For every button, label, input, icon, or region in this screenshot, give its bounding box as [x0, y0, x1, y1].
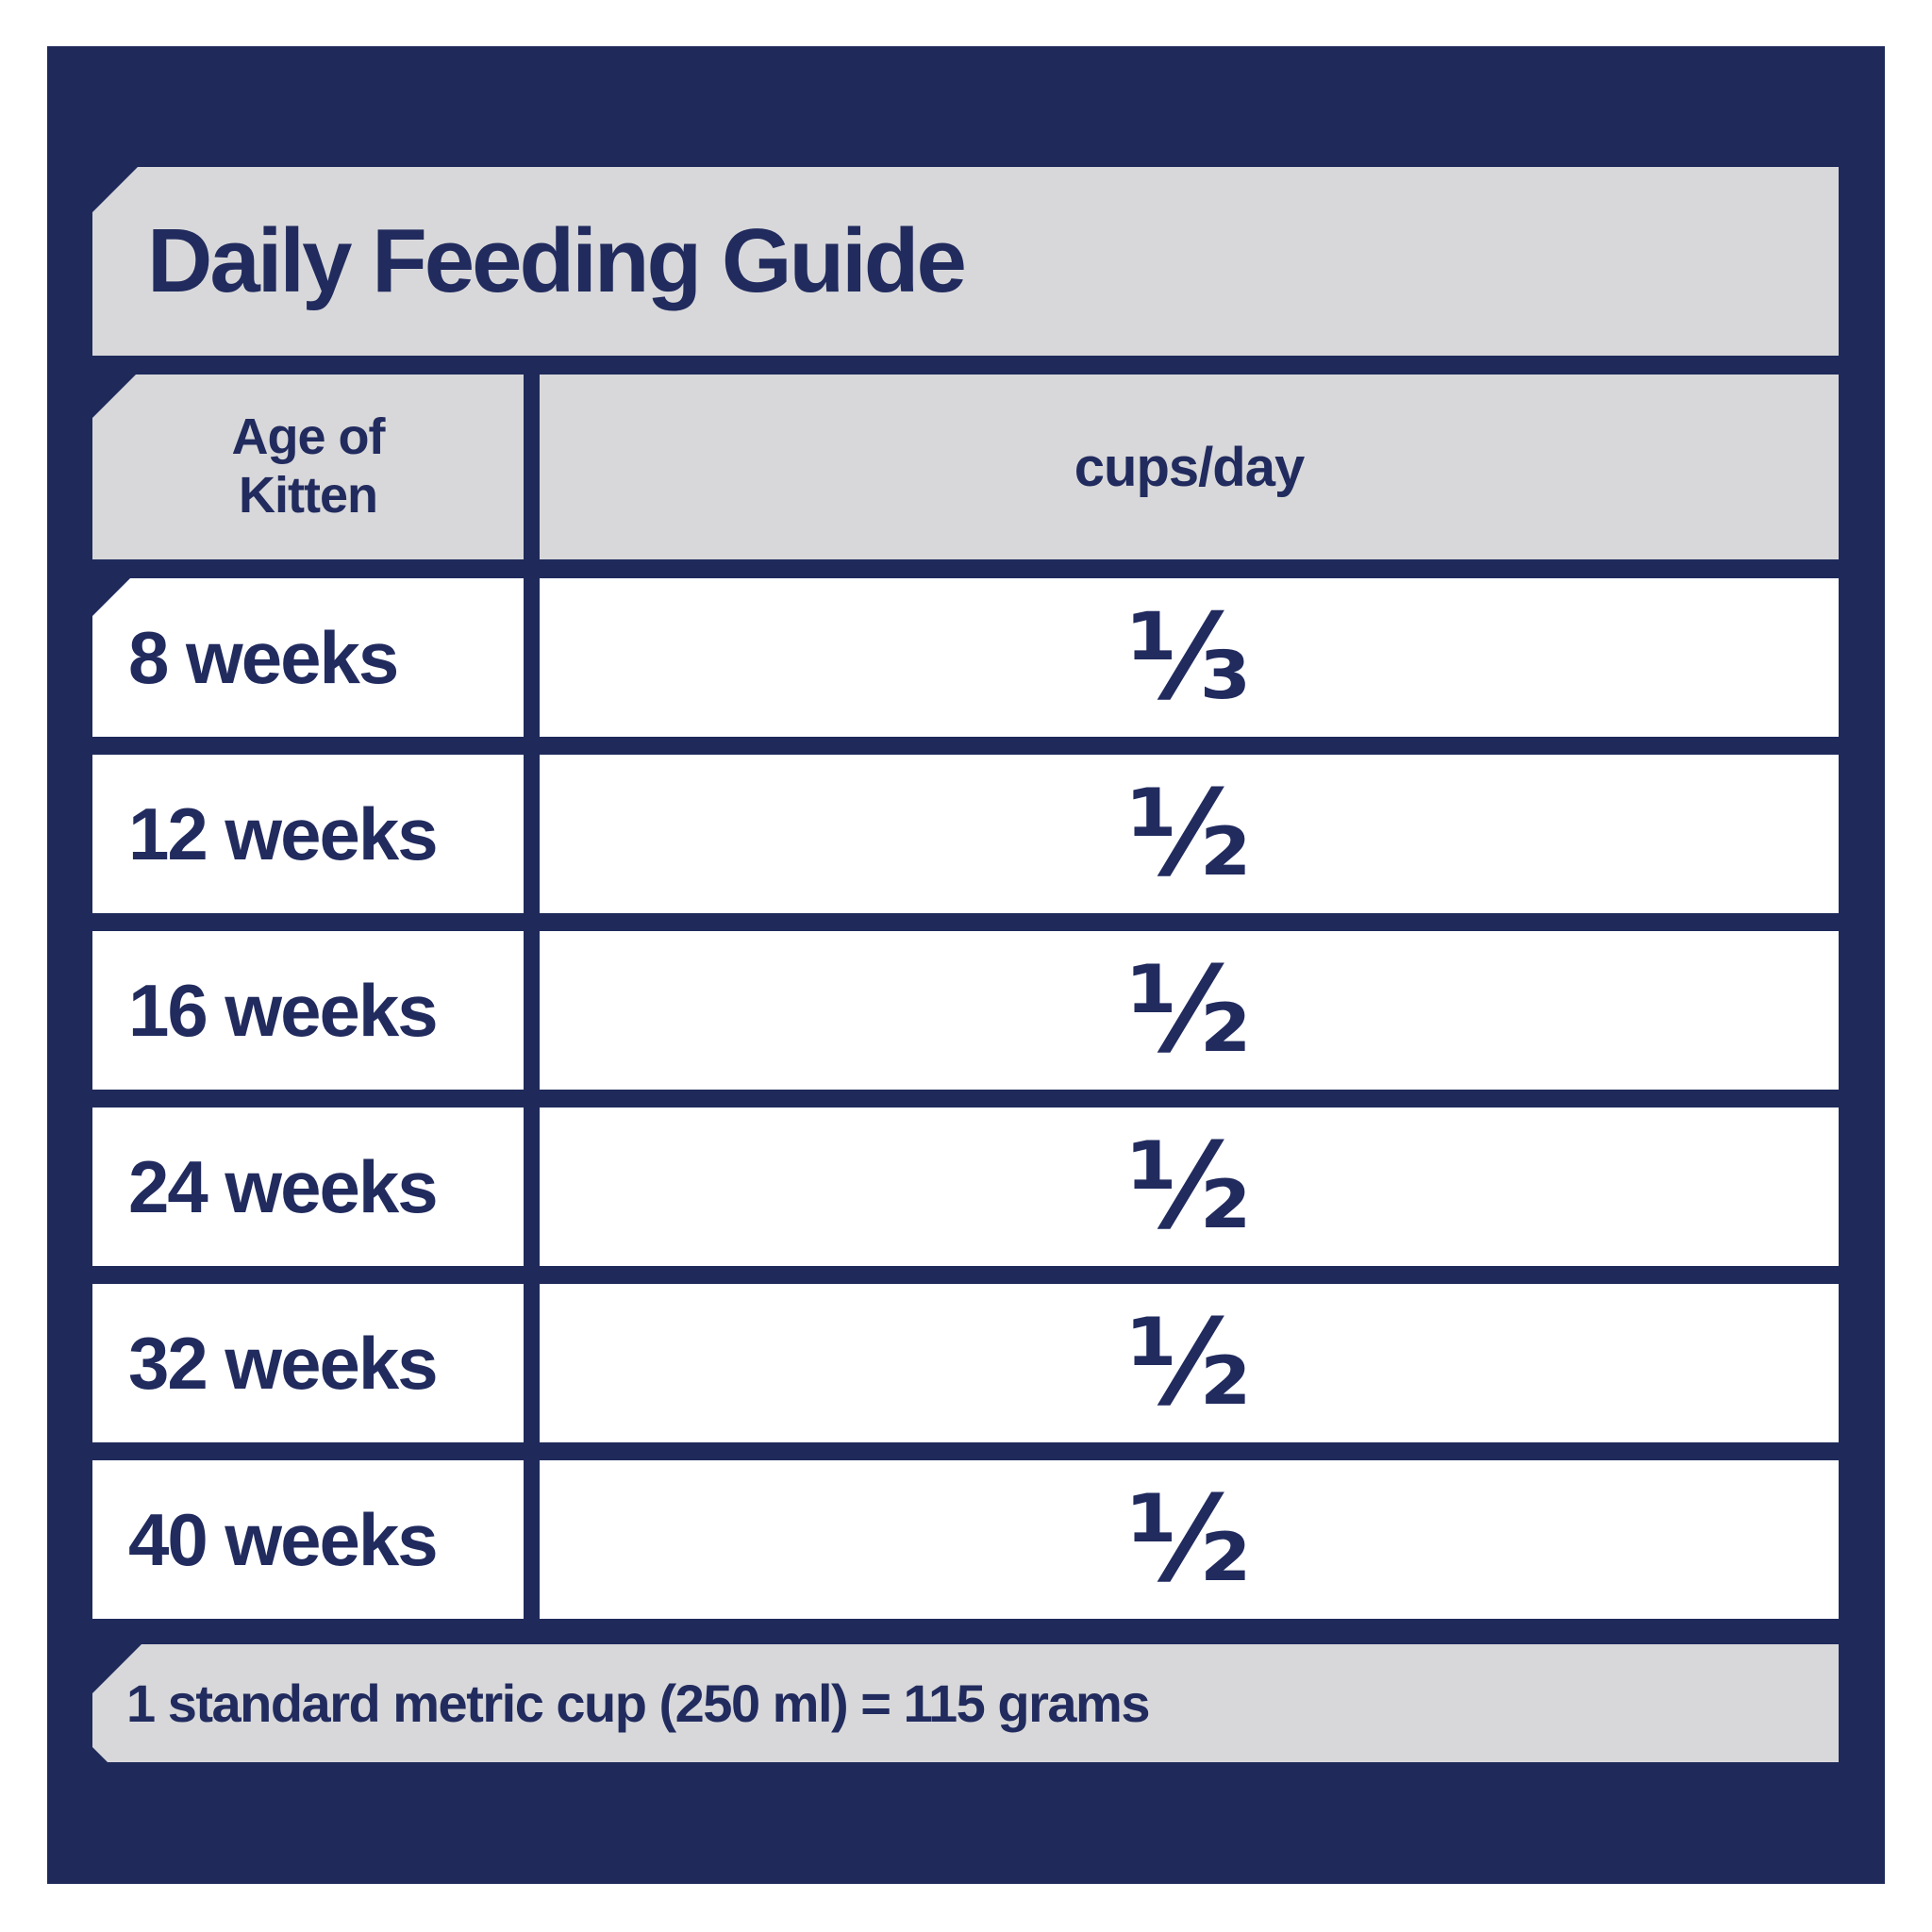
- title-banner: Daily Feeding Guide: [92, 167, 1839, 356]
- cups-cell: ½: [540, 755, 1839, 913]
- cups-value: ½: [1127, 1293, 1251, 1432]
- age-cell: 40 weeks: [92, 1460, 524, 1619]
- age-cell: 32 weeks: [92, 1284, 524, 1442]
- header-cell-age: Age of Kitten: [92, 375, 524, 559]
- age-value: 12 weeks: [128, 791, 439, 875]
- age-value: 24 weeks: [128, 1144, 439, 1228]
- age-cell: 12 weeks: [92, 755, 524, 913]
- header-label-cups: cups/day: [1074, 436, 1305, 498]
- table-row: 40 weeks ½: [92, 1460, 1839, 1619]
- cups-cell: ½: [540, 1284, 1839, 1442]
- table-row: 32 weeks ½: [92, 1284, 1839, 1442]
- footer-banner: 1 standard metric cup (250 ml) = 115 gra…: [92, 1644, 1839, 1762]
- cups-value: ½: [1127, 1470, 1251, 1608]
- table-row: 8 weeks ⅓: [92, 578, 1839, 737]
- age-value: 8 weeks: [128, 615, 399, 699]
- footer-note: 1 standard metric cup (250 ml) = 115 gra…: [126, 1674, 1149, 1733]
- header-cell-cups: cups/day: [540, 375, 1839, 559]
- cups-value: ½: [1127, 764, 1251, 903]
- age-cell: 24 weeks: [92, 1108, 524, 1266]
- cups-value: ½: [1127, 1117, 1251, 1256]
- table-row: 24 weeks ½: [92, 1108, 1839, 1266]
- cups-cell: ½: [540, 931, 1839, 1090]
- table-row: 12 weeks ½: [92, 755, 1839, 913]
- age-cell: 8 weeks: [92, 578, 524, 737]
- age-cell: 16 weeks: [92, 931, 524, 1090]
- cups-value: ⅓: [1127, 588, 1251, 726]
- page-title: Daily Feeding Guide: [147, 210, 967, 311]
- age-value: 40 weeks: [128, 1497, 439, 1581]
- cups-value: ½: [1127, 941, 1251, 1079]
- cups-cell: ½: [540, 1108, 1839, 1266]
- table-row: 16 weeks ½: [92, 931, 1839, 1090]
- cups-cell: ½: [540, 1460, 1839, 1619]
- header-label-age: Age of Kitten: [231, 408, 386, 524]
- age-value: 16 weeks: [128, 968, 439, 1052]
- table-header-row: Age of Kitten cups/day: [92, 375, 1839, 559]
- age-value: 32 weeks: [128, 1321, 439, 1405]
- feeding-guide-panel: Daily Feeding Guide Age of Kitten cups/d…: [47, 46, 1885, 1884]
- cups-cell: ⅓: [540, 578, 1839, 737]
